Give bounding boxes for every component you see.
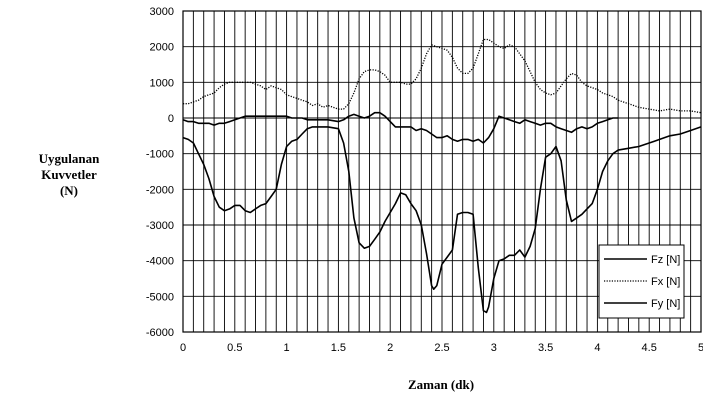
x-axis-label: Zaman (dk) xyxy=(408,377,474,392)
y-tick-label: -3000 xyxy=(146,220,174,232)
y-axis-label-line-1: Uygulanan xyxy=(39,151,100,166)
y-tick-label: -5000 xyxy=(146,291,174,303)
legend-label-fz: Fz [N] xyxy=(651,254,680,266)
plot-area-frame xyxy=(182,10,702,333)
x-tick-label: 4.5 xyxy=(642,342,657,354)
y-tick-label: -6000 xyxy=(146,327,174,339)
series-line-fz xyxy=(182,126,702,314)
legend-label-fx: Fx [N] xyxy=(651,276,680,288)
legend-label-fy: Fy [N] xyxy=(651,298,680,310)
x-tick-label: 2 xyxy=(387,342,393,354)
x-tick-label: 4 xyxy=(594,342,600,354)
y-tick-label: 3000 xyxy=(150,6,174,18)
chart-legend: Fz [N] Fx [N] Fy [N] xyxy=(598,244,685,319)
x-tick-label: 0.5 xyxy=(227,342,242,354)
x-tick-label: 3 xyxy=(491,342,497,354)
x-tick-label: 1.5 xyxy=(331,342,346,354)
x-tick-label: 3.5 xyxy=(538,342,553,354)
chart-series-group xyxy=(182,38,702,314)
x-tick-label: 5 xyxy=(698,342,703,354)
x-axis-ticks: 0 0.5 1 1.5 2 2.5 3 3.5 4 4.5 5 xyxy=(180,342,703,354)
y-tick-label: 2000 xyxy=(150,42,174,54)
y-tick-label: 0 xyxy=(168,113,174,125)
series-line-fx xyxy=(183,38,702,114)
y-axis-label-line-2: Kuvvetler xyxy=(41,167,97,182)
y-tick-label: 1000 xyxy=(150,77,174,89)
x-tick-label: 1 xyxy=(284,342,290,354)
series-line-fy xyxy=(182,111,619,144)
y-axis-ticks: -6000 -5000 -4000 -3000 -2000 -1000 0 1000 2000 3… xyxy=(146,6,174,339)
x-tick-label: 0 xyxy=(180,342,186,354)
y-tick-label: -4000 xyxy=(146,256,174,268)
y-axis-label-line-3: (N) xyxy=(60,183,78,198)
x-tick-label: 2.5 xyxy=(434,342,449,354)
y-tick-label: -1000 xyxy=(146,149,174,161)
y-tick-label: -2000 xyxy=(146,184,174,196)
